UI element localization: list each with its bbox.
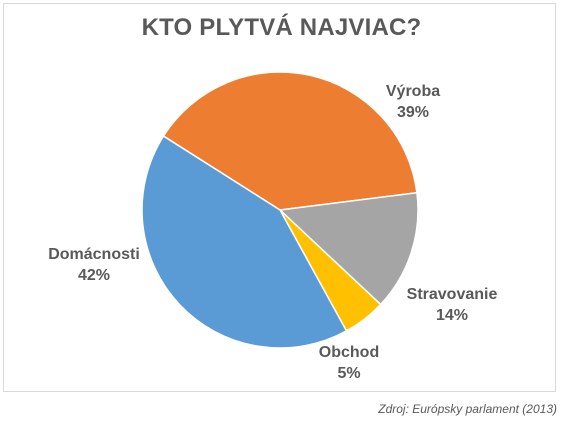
slice-label-value: 14% — [436, 307, 468, 324]
source-note: Zdroj: Európsky parlament (2013) — [378, 402, 557, 416]
pie-slice-stravovanie — [278, 191, 419, 306]
pie-slices — [141, 71, 419, 349]
slice-label-name: Stravovanie — [407, 286, 498, 303]
slice-label-name: Výroba — [386, 83, 440, 100]
pie-slice-domacnosti — [141, 135, 348, 349]
pie-labels: Výroba 39% Stravovanie 14% Obchod 5% Domácnost… — [48, 83, 497, 382]
slice-label-value: 5% — [337, 365, 360, 382]
slice-label-name: Obchod — [319, 344, 379, 361]
slice-label-value: 42% — [78, 267, 110, 284]
slice-label-value: 39% — [397, 104, 429, 121]
slice-label-name: Domácnosti — [48, 246, 140, 263]
chart-title: KTO PLYTVÁ NAJVIAC? — [141, 14, 422, 41]
